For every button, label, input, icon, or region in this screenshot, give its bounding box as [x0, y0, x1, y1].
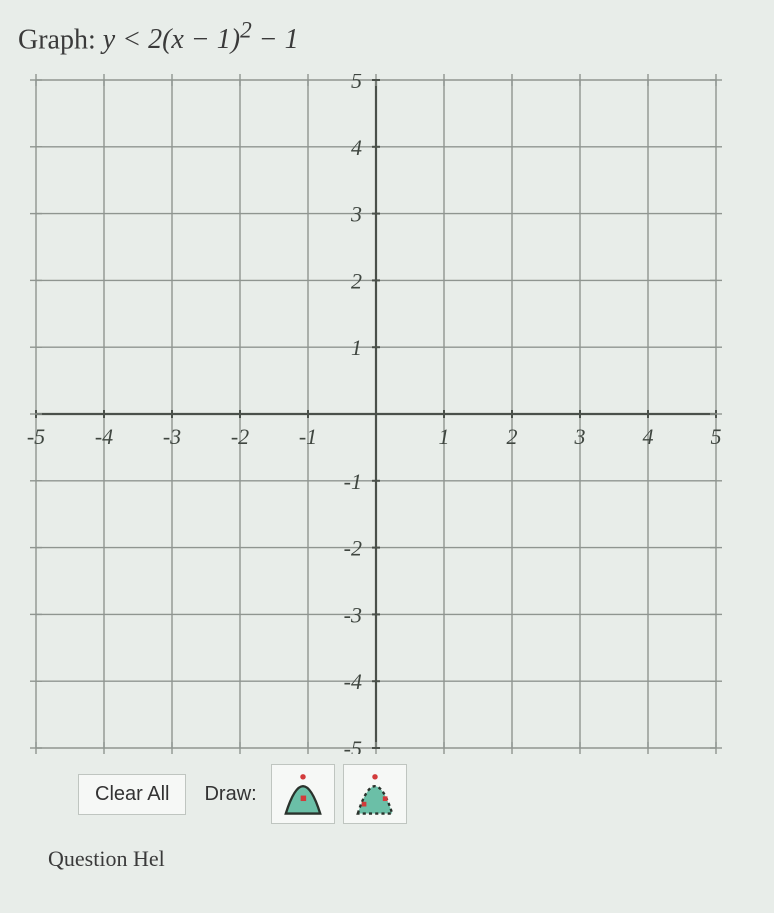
svg-text:4: 4 [643, 424, 654, 449]
page-title: Graph: y < 2(x − 1)2 − 1 [18, 18, 754, 56]
svg-text:-2: -2 [344, 536, 362, 561]
title-expression: y < 2(x − 1)2 − 1 [103, 24, 299, 55]
svg-text:-3: -3 [344, 603, 362, 628]
svg-text:-2: -2 [231, 424, 249, 449]
svg-text:-4: -4 [344, 670, 362, 695]
title-prefix: Graph: [18, 24, 103, 55]
draw-toolbar: Clear All Draw: [78, 764, 754, 824]
svg-text:1: 1 [439, 424, 450, 449]
grid-svg: -5 -4 -3 -2 -1 1 2 3 4 5 5 4 3 2 1 -1 -2 -3 -4 -5 [26, 74, 726, 754]
svg-text:-1: -1 [344, 469, 362, 494]
clear-all-button[interactable]: Clear All [78, 774, 186, 815]
svg-text:5: 5 [351, 74, 362, 93]
svg-text:-3: -3 [163, 424, 181, 449]
parabola-dashed-tool[interactable] [343, 764, 407, 824]
footer-stub: Question Hel [48, 846, 754, 872]
svg-text:4: 4 [351, 135, 362, 160]
svg-text:-4: -4 [95, 424, 113, 449]
svg-text:-5: -5 [27, 424, 45, 449]
svg-text:5: 5 [711, 424, 722, 449]
draw-label: Draw: [204, 783, 256, 806]
svg-text:2: 2 [507, 424, 518, 449]
coordinate-grid[interactable]: -5 -4 -3 -2 -1 1 2 3 4 5 5 4 3 2 1 -1 -2 -3 -4 -5 [26, 74, 726, 754]
parabola-solid-tool[interactable] [271, 764, 335, 824]
svg-text:-1: -1 [299, 424, 317, 449]
svg-text:3: 3 [350, 202, 362, 227]
svg-text:3: 3 [574, 424, 586, 449]
svg-text:2: 2 [351, 269, 362, 294]
svg-text:-5: -5 [344, 736, 362, 754]
svg-text:1: 1 [351, 336, 362, 361]
